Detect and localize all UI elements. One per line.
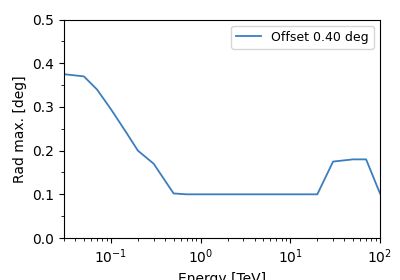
Offset 0.40 deg: [136, 149, 140, 152]
Line: Offset 0.40 deg: Offset 0.40 deg: [64, 74, 380, 194]
Offset 0.40 deg: [331, 160, 336, 163]
Offset 0.40 deg: [108, 108, 113, 111]
Offset 0.40 deg: [261, 193, 266, 196]
Offset 0.40 deg: [378, 192, 382, 195]
Offset 0.40 deg: [95, 88, 100, 91]
X-axis label: Energy [TeV]: Energy [TeV]: [178, 272, 266, 280]
Offset 0.40 deg: [184, 193, 189, 196]
Legend: Offset 0.40 deg: Offset 0.40 deg: [231, 26, 374, 49]
Offset 0.40 deg: [171, 192, 176, 195]
Offset 0.40 deg: [315, 193, 320, 196]
Y-axis label: Rad max. [deg]: Rad max. [deg]: [13, 75, 27, 183]
Offset 0.40 deg: [124, 132, 129, 135]
Offset 0.40 deg: [62, 73, 66, 76]
Offset 0.40 deg: [82, 75, 86, 78]
Offset 0.40 deg: [225, 193, 230, 196]
Offset 0.40 deg: [198, 193, 203, 196]
Offset 0.40 deg: [151, 162, 156, 165]
Offset 0.40 deg: [364, 158, 368, 161]
Offset 0.40 deg: [350, 158, 355, 161]
Offset 0.40 deg: [288, 193, 293, 196]
